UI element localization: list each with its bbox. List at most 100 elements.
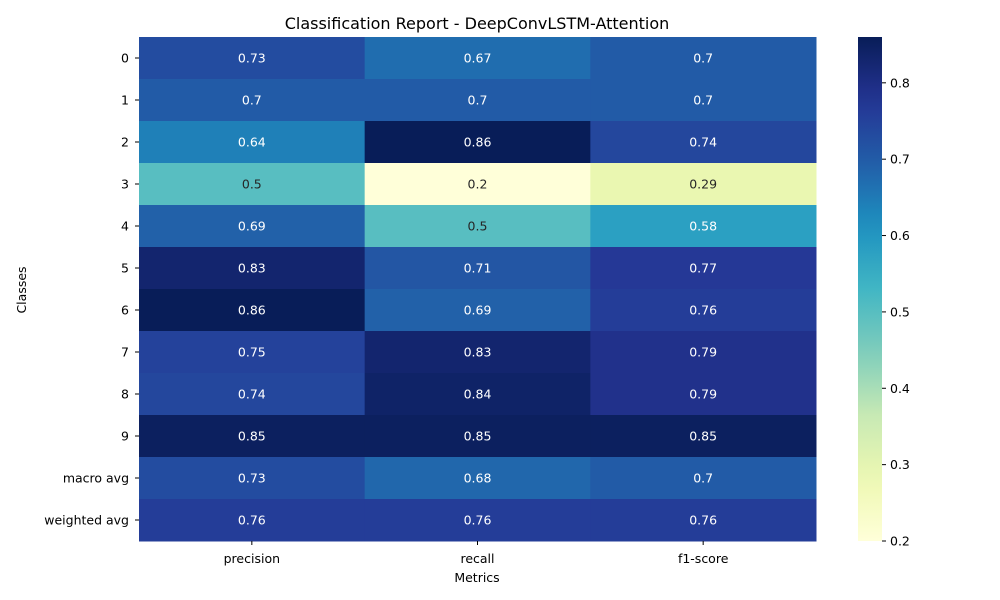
cell-value-label: 0.5: [242, 177, 262, 192]
y-tick-label: weighted avg: [44, 513, 129, 528]
cell-value-label: 0.79: [689, 345, 717, 360]
x-tick-label: precision: [224, 551, 280, 566]
cell-value-label: 0.76: [689, 513, 717, 528]
cell-value-label: 0.85: [464, 429, 492, 444]
cell-value-label: 0.7: [242, 93, 262, 108]
heatmap-cells: [139, 37, 817, 542]
heatmap-cell: [590, 121, 817, 164]
cell-value-label: 0.64: [238, 135, 266, 150]
cell-value-label: 0.7: [693, 51, 713, 66]
heatmap-cell: [139, 415, 366, 458]
heatmap-cell: [364, 331, 591, 374]
cell-value-label: 0.5: [468, 219, 488, 234]
cell-value-label: 0.86: [238, 303, 266, 318]
heatmap-cell: [139, 289, 366, 332]
heatmap-cell: [364, 373, 591, 416]
heatmap-cell: [139, 163, 366, 206]
y-tick-label: 5: [121, 261, 129, 276]
colorbar-tick-label: 0.3: [890, 457, 910, 472]
heatmap-cell: [139, 247, 366, 290]
y-tick-label: 7: [121, 345, 129, 360]
y-tick-labels: 0 1 2 3 4 5 6 7 8 9 macro avg weighted avg: [44, 51, 139, 528]
cell-value-label: 0.2: [468, 177, 488, 192]
heatmap-cell: [590, 373, 817, 416]
y-tick-label: 3: [121, 177, 129, 192]
heatmap-cell: [590, 247, 817, 290]
cell-value-label: 0.86: [464, 135, 492, 150]
cell-value-label: 0.29: [689, 177, 717, 192]
heatmap-cell: [364, 79, 591, 122]
heatmap-cell: [590, 331, 817, 374]
colorbar-tick-label: 0.4: [890, 381, 910, 396]
colorbar-ticks: 0.2 0.3 0.4 0.5 0.6 0.7 0.8: [882, 75, 910, 549]
heatmap-cell: [139, 499, 366, 542]
cell-value-label: 0.7: [693, 471, 713, 486]
y-tick-label: 4: [121, 219, 129, 234]
cell-value-label: 0.85: [238, 429, 266, 444]
cell-value-label: 0.77: [689, 261, 717, 276]
y-tick-label: 2: [121, 135, 129, 150]
heatmap-cell: [139, 205, 366, 248]
heatmap-cell: [590, 457, 817, 500]
heatmap-cell: [590, 499, 817, 542]
cell-value-label: 0.58: [689, 219, 717, 234]
cell-value-label: 0.73: [238, 51, 266, 66]
cell-value-label: 0.73: [238, 471, 266, 486]
cell-value-label: 0.74: [689, 135, 717, 150]
cell-value-label: 0.76: [689, 303, 717, 318]
y-tick-label: macro avg: [63, 471, 129, 486]
heatmap-cell: [139, 457, 366, 500]
cell-annotations: 0.73 0.67 0.7 0.7 0.7 0.7 0.64 0.86 0.74 0.5 0.2 0.…: [238, 51, 717, 528]
heatmap-cell: [364, 499, 591, 542]
cell-value-label: 0.7: [693, 93, 713, 108]
cell-value-label: 0.7: [468, 93, 488, 108]
heatmap-cell: [139, 373, 366, 416]
x-tick-label: f1-score: [678, 551, 729, 566]
cell-value-label: 0.71: [464, 261, 492, 276]
cell-value-label: 0.79: [689, 387, 717, 402]
cell-value-label: 0.84: [464, 387, 492, 402]
heatmap-cell: [590, 415, 817, 458]
y-tick-label: 8: [121, 387, 129, 402]
cell-value-label: 0.76: [238, 513, 266, 528]
heatmap-cell: [590, 289, 817, 332]
colorbar-tick-label: 0.8: [890, 75, 910, 90]
heatmap-cell: [590, 205, 817, 248]
heatmap-cell: [139, 37, 366, 80]
heatmap-cell: [590, 163, 817, 206]
heatmap-cell: [364, 289, 591, 332]
heatmap-cell: [364, 247, 591, 290]
colorbar-tick-label: 0.2: [890, 534, 910, 549]
heatmap-cell: [139, 331, 366, 374]
cell-value-label: 0.75: [238, 345, 266, 360]
colorbar-tick-label: 0.6: [890, 228, 910, 243]
heatmap-cell: [364, 163, 591, 206]
x-tick-labels: precision recall f1-score: [224, 541, 729, 566]
heatmap-cell: [364, 457, 591, 500]
heatmap-cell: [139, 121, 366, 164]
cell-value-label: 0.83: [238, 261, 266, 276]
y-axis-label: Classes: [14, 266, 29, 313]
x-axis-label: Metrics: [454, 570, 499, 585]
y-tick-label: 1: [121, 93, 129, 108]
heatmap-cell: [590, 79, 817, 122]
cell-value-label: 0.83: [464, 345, 492, 360]
y-tick-label: 9: [121, 429, 129, 444]
heatmap-cell: [364, 37, 591, 80]
colorbar-tick-label: 0.5: [890, 304, 910, 319]
cell-value-label: 0.74: [238, 387, 266, 402]
cell-value-label: 0.67: [464, 51, 492, 66]
colorbar-gradient: [858, 37, 882, 541]
cell-value-label: 0.69: [464, 303, 492, 318]
cell-value-label: 0.76: [464, 513, 492, 528]
heatmap-cell: [139, 79, 366, 122]
heatmap-cell: [590, 37, 817, 80]
colorbar-tick-label: 0.7: [890, 152, 910, 167]
cell-value-label: 0.69: [238, 219, 266, 234]
chart-title: Classification Report - DeepConvLSTM-Att…: [285, 14, 670, 33]
x-tick-label: recall: [460, 551, 494, 566]
colorbar: 0.2 0.3 0.4 0.5 0.6 0.7 0.8: [858, 37, 910, 549]
y-tick-label: 6: [121, 303, 129, 318]
cell-value-label: 0.85: [689, 429, 717, 444]
